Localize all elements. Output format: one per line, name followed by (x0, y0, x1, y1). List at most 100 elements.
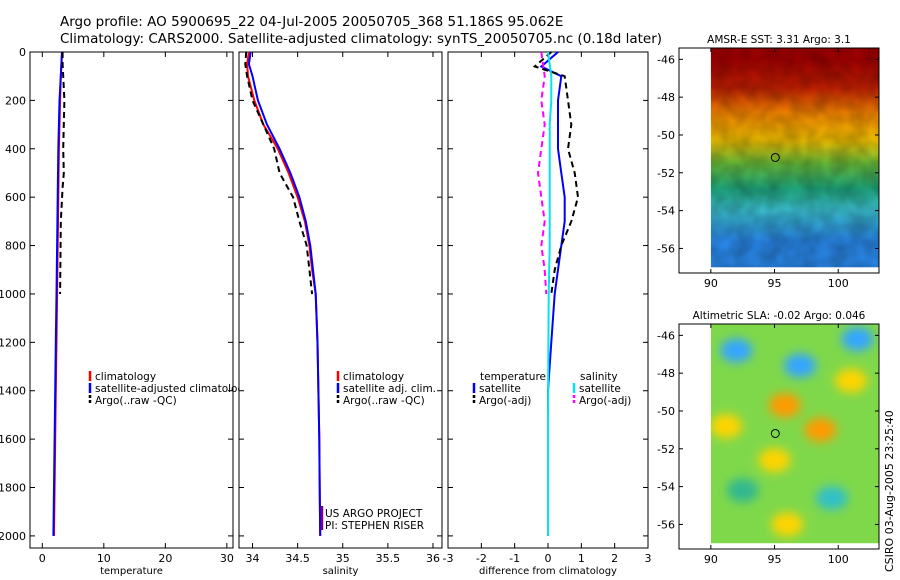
difference-series-0 (539, 51, 566, 536)
temperature-ytick-label: 200 (5, 94, 26, 107)
difference-series-3 (536, 51, 548, 295)
temperature-legend-2-label: Argo(..raw -QC) (95, 395, 177, 407)
sla_map-ytick-label: -56 (657, 518, 675, 531)
sst_map-ytick-label: -50 (657, 129, 675, 142)
figure-title-line-1: Argo profile: AO 5900695_22 04-Jul-2005 … (60, 14, 564, 30)
difference-xtick-label: -1 (509, 552, 520, 565)
temperature-xtick-label: 0 (39, 552, 46, 565)
temperature-xtick-label: 10 (97, 552, 111, 565)
sla_map-ytick-label: -52 (657, 443, 675, 456)
sla_map-blob-7 (758, 448, 791, 473)
salinity-xtick-label: 34 (246, 552, 260, 565)
difference-xtick-label: 1 (578, 552, 585, 565)
sla_map-blob-8 (726, 478, 759, 503)
sst_map-ytick-label: -52 (657, 167, 675, 180)
sst_map-xtick-label: 100 (828, 277, 849, 290)
temperature-ytick-label: 800 (5, 240, 26, 253)
sst_map-title: AMSR-E SST: 3.31 Argo: 3.1 (707, 34, 851, 46)
difference-legend-right-0-label: satellite (579, 383, 621, 395)
temperature-ytick-label: 400 (5, 143, 26, 156)
difference-xtick-label: -2 (476, 552, 487, 565)
sla_map-xtick-label: 100 (828, 553, 849, 566)
sla_map-ytick-label: -54 (657, 481, 675, 494)
temperature-xtick-label: 20 (158, 552, 172, 565)
sst_map-ytick-label: -46 (657, 53, 675, 66)
difference-legend-left-title: temperature (480, 371, 546, 383)
sla_map-blob-2 (841, 327, 874, 352)
sst_map-xtick-label: 90 (704, 277, 718, 290)
sla_map-ytick-label: -46 (657, 329, 675, 342)
sla_map-title: Altimetric SLA: -0.02 Argo: 0.046 (693, 310, 866, 322)
temperature-ytick-label: 1000 (0, 288, 26, 301)
sla_map-blob-5 (804, 417, 837, 442)
temperature-series-1 (52, 51, 63, 536)
salinity-xlabel: salinity (323, 566, 359, 577)
sst_map-xtick-label: 95 (768, 277, 782, 290)
salinity-legend-1-label: satellite adj. clim. (343, 383, 436, 395)
sla_map-xtick-label: 95 (768, 553, 782, 566)
sla_map-blobs (710, 327, 874, 537)
salinity-annotation-0: US ARGO PROJECT (325, 508, 423, 520)
credit-text: CSIRO 03-Aug-2005 23:25:40 (883, 410, 896, 572)
temperature-ytick-label: 600 (5, 191, 26, 204)
salinity-profile-panel: 34 34.5 35 35.5 36 salinity climatologysatelli… (238, 51, 443, 577)
sla_map-axes-frame (678, 323, 880, 550)
difference-legend-right-1-label: Argo(-adj) (579, 395, 631, 407)
salinity-xtick-label: 36 (426, 552, 440, 565)
temperature-ytick-label: 1400 (0, 385, 26, 398)
difference-legend-left-1-label: Argo(-adj) (479, 395, 531, 407)
sla_map-blob-6 (834, 368, 867, 393)
sla_map-field (710, 324, 879, 544)
salinity-xtick-label: 35 (336, 552, 350, 565)
figure-title-line-2: Climatology: CARS2000. Satellite-adjuste… (60, 31, 663, 47)
difference-legend-right-title: salinity (580, 371, 618, 383)
temperature-profile-panel: 0 10 20 30 0 200 400 600 800 1000 1200 1400 1600 1800… (0, 46, 250, 577)
sst_map-field (710, 48, 879, 268)
difference-series-2 (547, 51, 553, 536)
sla_map-blob-1 (784, 353, 817, 378)
temperature-ytick-label: 1200 (0, 336, 26, 349)
temperature-xtick-label: 30 (220, 552, 234, 565)
sst_map-argo-marker (770, 152, 780, 162)
salinity-legend-2-label: Argo(..raw -QC) (343, 395, 425, 407)
difference-legend-left-0-label: satellite (479, 383, 521, 395)
sla_map-blob-9 (815, 485, 848, 510)
temperature-ytick-label: 0 (19, 46, 26, 59)
difference-xtick-label: -3 (443, 552, 454, 565)
temperature-xlabel: temperature (100, 566, 163, 577)
temperature-series-2 (59, 52, 66, 295)
difference-profile-panel: -3 -2 -1 0 1 2 3 difference from climatology tem… (443, 51, 652, 577)
sla_map-ytick-label: -50 (657, 405, 675, 418)
sst_map-ytick-label: -48 (657, 91, 675, 104)
credit-group: CSIRO 03-Aug-2005 23:25:40 (883, 410, 896, 572)
difference-xlabel: difference from climatology (479, 566, 617, 577)
salinity-series-1 (247, 51, 322, 536)
sla_map-blob-0 (720, 338, 753, 363)
salinity-xtick-label: 34.5 (285, 552, 310, 565)
sst_map-ytick-label: -54 (657, 205, 675, 218)
temperature-ytick-label: 1800 (0, 482, 26, 495)
difference-xtick-label: 0 (545, 552, 552, 565)
temperature-legend-0-label: climatology (95, 371, 156, 383)
salinity-legend-0-label: climatology (343, 371, 404, 383)
sla_map-xtick-label: 90 (704, 553, 718, 566)
salinity-series-2 (244, 51, 314, 295)
sla_map-blob-3 (710, 414, 743, 439)
sst_map-ytick-label: -56 (657, 242, 675, 255)
temperature-ytick-label: 1600 (0, 433, 26, 446)
sst_map-axes-frame (678, 47, 880, 274)
difference-xtick-label: 3 (645, 552, 652, 565)
salinity-annotation-1: PI: STEPHEN RISER (325, 520, 424, 532)
sla_map-blob-4 (768, 393, 801, 418)
difference-xtick-label: 2 (611, 552, 618, 565)
sla_map-argo-marker (770, 428, 780, 438)
sla_map-ytick-label: -48 (657, 367, 675, 380)
sla_map-blob-10 (771, 512, 804, 537)
temperature-legend-1-label: satellite-adjusted climatology (95, 383, 250, 395)
sst_map-texture (710, 48, 879, 268)
sla-map-panel: 90 95 100 -46 -48 -50 -52 -54 -56 Altimetric SLA:… (657, 310, 880, 566)
difference-series-1 (532, 51, 580, 295)
temperature-ytick-label: 2000 (0, 530, 26, 543)
salinity-xtick-label: 35.5 (376, 552, 401, 565)
